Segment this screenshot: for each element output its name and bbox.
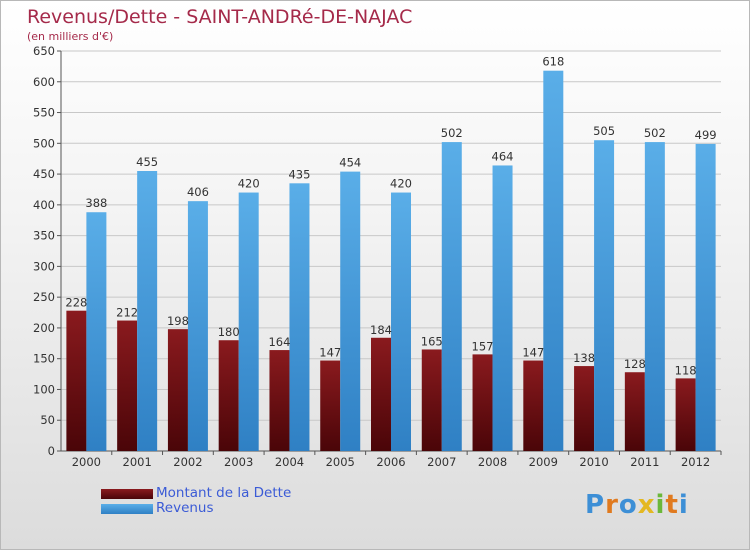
data-label-revenus: 435	[288, 167, 310, 181]
data-label-revenus: 505	[593, 124, 615, 138]
bar-revenus	[441, 142, 462, 452]
data-label-dette: 164	[268, 335, 290, 349]
y-tick-label: 550	[33, 106, 55, 120]
data-label-revenus: 502	[441, 126, 463, 140]
y-tick-label: 650	[33, 44, 55, 58]
legend-swatch-revenus	[101, 504, 153, 514]
bar-revenus	[238, 192, 259, 452]
data-label-revenus: 455	[136, 155, 158, 169]
x-tick-label: 2010	[579, 455, 608, 469]
data-label-dette: 228	[65, 296, 87, 310]
y-tick-label: 400	[33, 198, 55, 212]
data-label-revenus: 499	[695, 128, 717, 142]
x-tick-label: 2011	[630, 455, 659, 469]
data-label-revenus: 464	[492, 149, 514, 163]
data-label-revenus: 420	[390, 177, 412, 191]
x-tick-label: 2005	[326, 455, 355, 469]
bar-revenus	[137, 171, 158, 451]
bar-dette	[574, 366, 595, 451]
x-tick-label: 2004	[275, 455, 304, 469]
bar-revenus	[391, 192, 411, 452]
x-tick-label: 2001	[123, 455, 152, 469]
chart-subtitle: (en milliers d'€)	[27, 30, 114, 43]
bar-dette	[269, 350, 290, 451]
y-tick-label: 300	[33, 259, 55, 273]
x-tick-label: 2003	[224, 455, 253, 469]
legend-label-debt: Montant de la Dette	[156, 485, 292, 501]
y-tick-label: 350	[33, 229, 55, 243]
data-label-dette: 198	[167, 314, 189, 328]
legend-swatch-debt	[101, 489, 153, 499]
bars-layer	[66, 70, 716, 452]
chart-title: Revenus/Dette - SAINT-ANDRé-DE-NAJAC	[27, 6, 413, 28]
data-label-dette: 165	[421, 334, 443, 348]
bar-dette	[117, 320, 138, 451]
y-tick-label: 500	[33, 136, 55, 150]
legend-label-revenus: Revenus	[156, 500, 214, 516]
bar-revenus	[289, 183, 310, 452]
bar-revenus	[695, 143, 716, 451]
bar-dette	[472, 354, 493, 451]
data-label-dette: 212	[116, 306, 138, 320]
bar-dette	[675, 378, 696, 451]
y-tick-label: 0	[48, 444, 55, 458]
data-label-revenus: 420	[238, 177, 260, 191]
bar-dette	[66, 310, 87, 451]
bar-dette	[523, 360, 544, 451]
bar-dette	[218, 340, 239, 451]
data-label-revenus: 388	[85, 196, 107, 210]
bar-dette	[320, 360, 341, 451]
data-label-dette: 128	[624, 357, 646, 371]
proxiti-logo: Proxiti	[585, 490, 689, 520]
bar-dette	[421, 349, 442, 451]
data-label-dette: 180	[218, 325, 240, 339]
y-tick-label: 150	[33, 352, 55, 366]
bar-revenus	[594, 140, 615, 451]
data-label-dette: 147	[319, 346, 341, 360]
bar-dette	[371, 337, 391, 451]
x-tick-label: 2012	[681, 455, 710, 469]
x-tick-label: 2000	[72, 455, 101, 469]
data-label-dette: 118	[675, 363, 697, 377]
axis-layer: 0 50 100 150 200 250 300 350 400 450 500 550 600 650 2…	[33, 44, 722, 469]
bar-revenus	[644, 142, 665, 452]
bar-revenus	[86, 212, 107, 451]
y-tick-label: 250	[33, 290, 55, 304]
bar-revenus	[340, 171, 361, 451]
data-label-revenus: 502	[644, 126, 666, 140]
bar-revenus	[543, 70, 564, 451]
data-label-revenus: 454	[339, 156, 361, 170]
x-tick-label: 2006	[376, 455, 405, 469]
data-label-revenus: 406	[187, 185, 209, 199]
y-tick-label: 200	[33, 321, 55, 335]
bar-dette	[624, 372, 645, 451]
data-label-dette: 157	[472, 339, 494, 353]
bar-dette	[167, 329, 188, 451]
y-tick-label: 100	[33, 382, 55, 396]
x-tick-label: 2009	[529, 455, 558, 469]
y-tick-label: 450	[33, 167, 55, 181]
data-label-dette: 138	[573, 351, 595, 365]
data-label-dette: 184	[370, 323, 392, 337]
x-tick-label: 2002	[173, 455, 202, 469]
labels-layer: 228 388 212 455 198 406 180 420 164 435 147 454 184 4…	[65, 55, 716, 378]
y-tick-label: 50	[40, 413, 55, 427]
data-label-revenus: 618	[542, 55, 564, 69]
bar-revenus	[187, 201, 208, 451]
bar-revenus	[492, 165, 513, 451]
y-tick-label: 600	[33, 75, 55, 89]
x-tick-label: 2008	[478, 455, 507, 469]
x-tick-label: 2007	[427, 455, 456, 469]
data-label-dette: 147	[522, 346, 544, 360]
